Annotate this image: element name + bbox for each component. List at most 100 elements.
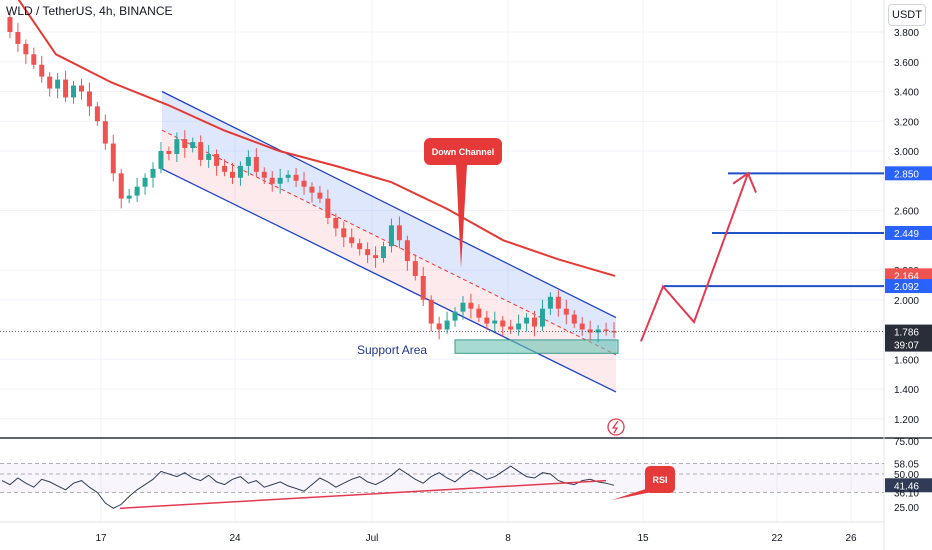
candle-body [55,79,61,89]
time-tick-label: 26 [845,533,857,544]
candle-body [563,308,569,315]
rsi-tag-bg [885,478,932,493]
candle-body [436,323,442,330]
candle-body [595,329,601,333]
candle-body [492,320,498,324]
candle-body [373,255,379,259]
candle-body [158,151,164,169]
candles [7,10,617,343]
candle-body [182,139,188,149]
candle-body [277,177,283,184]
price-tag-label: 2.092 [894,282,919,293]
candle-body [341,228,347,238]
candle-body [94,106,100,122]
price-tag-bg [885,324,932,339]
grid-lines [0,0,884,522]
price-axis: 1.2001.4001.6002.0002.2002.6003.0003.200… [885,28,932,514]
candle-body [611,330,617,333]
candle-body [269,177,275,184]
channel-lower-line [161,168,617,393]
candle-body [222,165,228,172]
candle-body [317,192,323,199]
price-tag-bg [885,268,932,283]
candle-body [142,177,148,187]
candle-body [174,139,180,154]
price-tick-label: 2.600 [894,207,919,218]
candle-body [539,308,545,327]
candle-body [428,299,434,324]
candle-body [47,76,53,89]
candle-body [460,302,466,312]
candle-body [229,171,235,178]
candle-body [500,320,506,327]
candle-body [134,186,140,196]
candle-body [365,249,371,256]
price-tick-label: 3.000 [894,147,919,158]
time-tick-label: 22 [771,533,783,544]
candle-body [396,225,402,241]
candle-body [118,173,124,199]
price-tick-label: 3.600 [894,58,919,69]
rsi-tick-label: 50.00 [894,470,919,481]
candle-body [404,240,410,262]
candle-body [309,186,315,193]
candle-body [15,32,21,44]
lightning-icon [611,420,619,434]
candle-body [261,171,267,178]
time-tick-label: 24 [229,533,241,544]
rsi-callout-box [645,466,675,493]
currency-button[interactable]: USDT [888,4,926,26]
candle-body [110,143,116,174]
candle-body [444,320,450,330]
rsi-tick-label: 75.00 [894,437,919,448]
price-tag-label: 1.786 [894,328,919,339]
rsi-pane [0,462,884,510]
price-tag-label: 2.164 [894,271,919,282]
price-tag-bg [885,166,932,181]
time-tick-label: 15 [637,533,649,544]
candle-body [524,317,530,324]
time-tick-label: 8 [505,533,511,544]
candle-body [23,43,29,55]
candle-body [63,79,69,98]
candle-body [31,54,37,65]
candle-body [206,153,212,160]
price-tick-label: 1.400 [894,385,919,396]
symbol-title[interactable]: WLD / TetherUS, 4h, BINANCE [6,4,173,18]
callout-text: Down Channel [432,147,495,157]
price-tag-bg [885,337,932,352]
candle-body [237,165,243,178]
price-tag-bg [885,225,932,240]
price-tag-bg [885,279,932,294]
candle-body [571,314,577,324]
channel-upper-line [161,90,617,319]
candle-body [357,243,363,250]
price-tick-label: 2.000 [894,296,919,307]
candle-body [603,329,609,331]
candle-body [508,326,514,330]
candle-body [381,246,387,259]
candle-body [253,156,259,172]
rsi-callout: RSI [612,466,675,500]
support-area-label: Support Area [357,343,427,357]
alert-icon [607,418,625,436]
candle-body [484,317,490,324]
rsi-band [0,463,884,493]
candle-body [166,151,172,154]
support-area-box [454,339,619,354]
price-tick-label: 3.800 [894,28,919,39]
candle-body [190,142,196,149]
candle-body [388,225,394,247]
rsi-callout-pointer [612,486,662,500]
time-tick-label: Jul [366,533,379,544]
candle-body [150,168,156,178]
rsi-tick-label: 58.05 [894,459,919,470]
rsi-line [1,465,615,509]
price-tag-label: 39:07 [894,341,919,352]
rsi-tick-label: 36.10 [894,488,919,499]
callout-box [424,138,502,165]
candle-body [452,311,458,321]
moving-average-line [17,0,616,277]
